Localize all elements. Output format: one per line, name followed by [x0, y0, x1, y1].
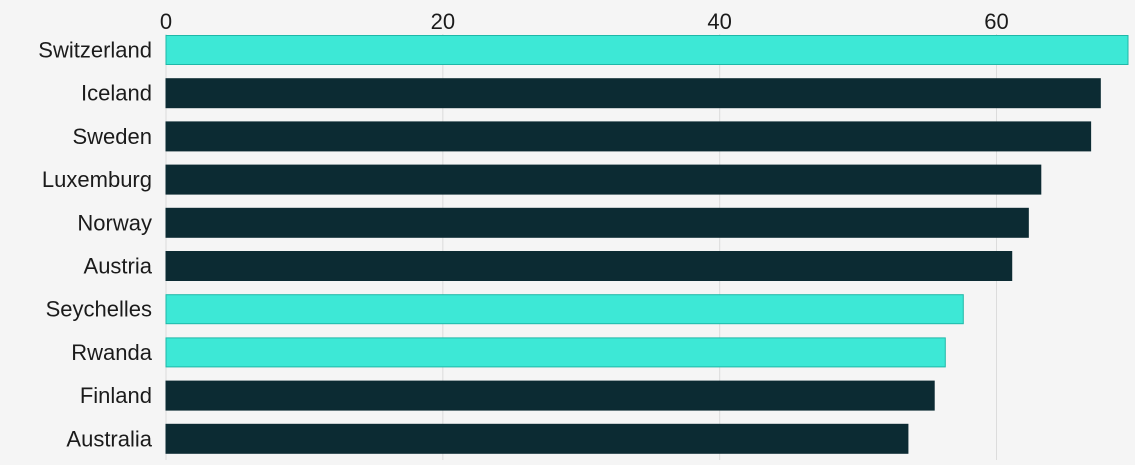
bar-luxemburg	[165, 164, 1042, 195]
x-axis-ticks: 0 20 40 60	[160, 9, 1009, 34]
category-label-sweden: Sweden	[72, 124, 152, 149]
x-tick-label: 0	[160, 9, 172, 34]
bar-norway	[165, 207, 1029, 238]
x-tick-label: 20	[431, 9, 455, 34]
bar-australia	[165, 423, 909, 454]
category-label-luxemburg: Luxemburg	[42, 167, 152, 192]
x-tick-label: 60	[984, 9, 1008, 34]
category-label-seychelles: Seychelles	[46, 297, 152, 322]
bar-sweden	[165, 121, 1092, 152]
category-label-australia: Australia	[66, 426, 152, 451]
category-labels: Switzerland Iceland Sweden Luxemburg Norway A…	[38, 38, 152, 452]
bar-austria	[165, 251, 1013, 281]
bar-rwanda	[165, 337, 946, 368]
category-label-norway: Norway	[77, 210, 152, 235]
bar-switzerland	[165, 35, 1129, 65]
x-tick-label: 40	[707, 9, 731, 34]
bar-seychelles	[165, 294, 964, 325]
bar-iceland	[165, 78, 1101, 109]
bar-finland	[165, 380, 935, 411]
category-label-austria: Austria	[84, 254, 153, 279]
category-label-switzerland: Switzerland	[38, 38, 152, 63]
category-label-finland: Finland	[80, 383, 152, 408]
category-label-iceland: Iceland	[81, 81, 152, 106]
bars	[165, 35, 1129, 454]
category-label-rwanda: Rwanda	[71, 340, 152, 365]
